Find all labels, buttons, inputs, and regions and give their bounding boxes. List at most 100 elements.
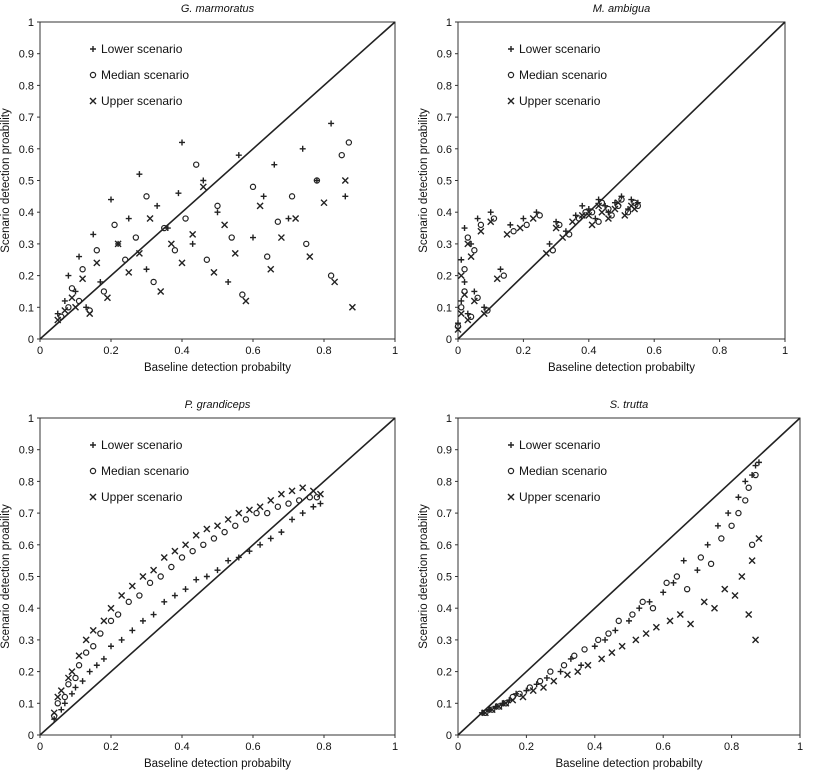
data-point-circle [707,560,715,568]
y-tick-label: 0.7 [19,508,34,520]
data-point-plus [461,225,468,232]
data-point-plus [76,253,83,260]
data-point-plus [626,617,632,624]
legend-label: Median scenario [101,464,189,478]
data-point-x [157,287,165,295]
data-point-circle [313,177,321,184]
data-point-x [588,221,596,229]
data-point-x [666,617,674,625]
data-point-circle [182,215,189,222]
legend-label: Median scenario [519,464,607,478]
data-point-circle [107,617,115,625]
data-point-plus [150,611,157,618]
scatter-panel-2: M. ambigua 0 0.2 0.4 0.6 0.8 1 0 0.1 0.2 0.3 0.4 0.5… [418,3,788,374]
legend-marker-plus [90,46,96,52]
y-tick-label: 1 [28,413,34,425]
data-point-x [50,709,58,717]
data-point-x [256,202,264,210]
data-point-plus [591,643,598,650]
data-point-circle [264,253,271,260]
data-point-x [64,674,72,682]
data-point-plus [328,120,335,127]
data-point-plus [108,196,114,203]
data-point-x [235,509,243,517]
data-point-plus [214,567,221,574]
data-point-plus [755,459,762,466]
data-point-circle [79,266,86,273]
data-point-circle [663,579,670,587]
data-point-plus [562,228,569,235]
data-point-x [320,199,328,207]
data-point-plus [61,297,68,304]
panel-title: P. grandiceps [185,399,251,411]
data-point-circle [461,266,468,273]
data-point-circle [111,221,118,229]
data-point-x [509,696,517,704]
data-point-circle [114,611,122,618]
data-point-circle [303,240,310,248]
y-tick-label: 0.5 [437,572,452,584]
data-point-circle [595,636,602,644]
legend-marker-plus [90,442,96,448]
y-tick-label: 0.4 [19,603,34,615]
x-tick-label: 0.2 [103,741,118,753]
data-point-circle [313,494,321,501]
legend-label: Lower scenario [519,438,601,452]
data-point-x [454,325,462,333]
y-tick-label: 0.5 [19,572,34,584]
x-tick-label: 0.8 [724,741,739,753]
data-point-plus [458,256,465,263]
data-point-circle [125,598,132,606]
data-point-x [277,234,285,242]
data-point-plus [611,199,618,206]
legend-label: Upper scenario [519,94,601,108]
data-point-circle [608,212,615,219]
data-point-plus [193,576,200,583]
data-point-circle [239,291,246,298]
data-point-circle [748,541,756,549]
data-point-circle [136,592,143,599]
data-point-plus [533,209,540,216]
data-point-plus [225,557,232,564]
data-point-plus [471,288,478,295]
data-point-x [584,661,592,669]
data-point-plus [129,627,136,634]
data-point-x [568,218,576,226]
data-point-x [203,525,211,533]
data-point-plus [553,218,560,225]
legend-label: Upper scenario [101,94,183,108]
data-point-circle [500,272,507,279]
data-point-plus [250,234,256,241]
data-point-x [642,630,650,638]
data-point-plus [271,161,278,168]
legend-label: Median scenario [101,68,189,82]
y-tick-label: 0.3 [19,635,34,647]
legend-label: Upper scenario [101,490,183,504]
data-point-plus [646,598,653,605]
scatter-panel-1: G. marmoratus 0 0.2 0.4 0.6 0.8 1 0 0.1 0.2 0.3 0.4… [0,3,398,374]
data-point-x [167,240,175,248]
data-point-x [61,306,69,314]
y-tick-label: 0.6 [437,540,452,552]
data-point-plus [93,662,100,669]
data-point-plus [83,304,90,311]
data-point-plus [579,202,586,209]
legend-marker-plus [508,442,514,448]
scatter-panel-3: P. grandiceps 0 0.2 0.4 0.6 0.8 1 0 0.1 0.2 0.3 0.4… [0,399,398,770]
data-point-x [493,275,501,283]
data-point-plus [735,494,742,501]
data-point-x [598,208,606,216]
panel-title: S. trutta [610,399,649,411]
data-point-x [86,310,94,318]
x-tick-label: 0 [455,345,461,357]
data-point-x [495,702,503,710]
data-point-plus [742,478,749,485]
x-axis-label: Baseline detection probabilty [548,362,695,374]
y-tick-label: 1 [28,17,34,29]
data-point-circle [242,516,250,523]
data-point-circle [571,652,578,659]
data-point-plus [68,690,75,697]
y-tick-label: 0 [446,730,452,742]
data-point-plus [704,541,711,548]
data-point-x [457,310,465,318]
